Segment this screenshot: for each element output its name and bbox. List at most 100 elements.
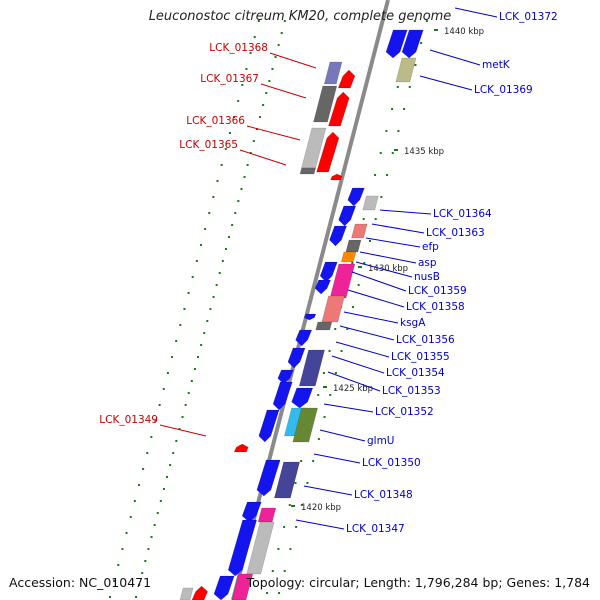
gene-feature bbox=[258, 409, 280, 443]
tick-mark bbox=[420, 42, 423, 44]
gene-label-left: LCK_01366 bbox=[186, 115, 245, 127]
ruler-tick bbox=[291, 505, 295, 507]
gene-feature bbox=[277, 369, 294, 385]
gene-label-right: ksgA bbox=[400, 317, 426, 329]
tick-mark bbox=[300, 460, 303, 462]
tick-mark bbox=[283, 570, 286, 572]
tick-mark bbox=[203, 332, 206, 334]
tick-mark bbox=[271, 570, 274, 572]
gene-feature bbox=[351, 223, 368, 239]
tick-mark bbox=[380, 196, 383, 198]
tick-mark bbox=[178, 428, 181, 430]
gene-labels: LCK_01372 metK LCK_01369 LCK_01364 LCK_01363… bbox=[99, 7, 558, 535]
tick-mark bbox=[129, 516, 132, 518]
tick-mark bbox=[154, 420, 157, 422]
map-title: Leuconostoc citreum KM20, complete genom… bbox=[148, 9, 452, 24]
gene-label-right: LCK_01372 bbox=[499, 11, 558, 23]
gene-feature bbox=[321, 295, 345, 323]
genome-summary-text: Topology: circular; Length: 1,796,284 bp… bbox=[246, 575, 590, 590]
tick-mark bbox=[187, 292, 190, 294]
gene-feature bbox=[213, 575, 235, 600]
tick-mark bbox=[374, 174, 377, 176]
gene-feature bbox=[328, 91, 350, 127]
tick-mark bbox=[209, 308, 212, 310]
gene-label-right: LCK_01363 bbox=[426, 227, 485, 239]
tick-mark bbox=[294, 482, 297, 484]
gene-label-right: LCK_01350 bbox=[362, 457, 421, 469]
label-leader-line bbox=[327, 371, 381, 392]
label-leader-line bbox=[319, 429, 366, 442]
tick-mark bbox=[369, 240, 371, 242]
tick-mark bbox=[138, 584, 141, 586]
label-leader-line bbox=[454, 7, 498, 18]
gene-label-left: LCK_01367 bbox=[200, 73, 259, 85]
label-leader-line bbox=[269, 52, 317, 69]
gene-label-right: efp bbox=[422, 241, 439, 253]
gene-label-right: LCK_01354 bbox=[386, 367, 445, 379]
gene-feature bbox=[338, 205, 357, 227]
tick-mark bbox=[295, 526, 298, 528]
tick-mark bbox=[171, 356, 174, 358]
tick-mark bbox=[216, 180, 219, 182]
gene-feature bbox=[274, 461, 300, 499]
gene-label-right: LCK_01353 bbox=[382, 385, 441, 397]
tick-mark bbox=[133, 500, 136, 502]
label-leader-line bbox=[419, 75, 473, 91]
gene-feature bbox=[298, 349, 325, 387]
gene-feature bbox=[191, 585, 208, 600]
tick-mark bbox=[172, 452, 175, 454]
tick-mark bbox=[121, 548, 124, 550]
tick-mark bbox=[233, 116, 236, 118]
tick-mark bbox=[283, 20, 286, 22]
tick-mark bbox=[175, 340, 178, 342]
label-leader-line bbox=[355, 261, 413, 278]
label-leader-line bbox=[260, 83, 307, 99]
tick-mark bbox=[363, 262, 366, 264]
tick-mark bbox=[362, 218, 365, 220]
label-leader-line bbox=[339, 325, 395, 341]
tick-mark bbox=[187, 392, 190, 394]
tick-mark bbox=[142, 468, 145, 470]
tick-mark bbox=[323, 416, 326, 418]
tick-mark bbox=[195, 260, 198, 262]
ruler-label: 1440 kbp bbox=[444, 27, 484, 37]
tick-mark bbox=[150, 436, 153, 438]
tick-mark bbox=[391, 108, 394, 110]
tick-mark bbox=[181, 416, 184, 418]
tick-mark bbox=[346, 328, 349, 330]
tick-mark bbox=[277, 44, 280, 46]
tick-mark bbox=[169, 464, 172, 466]
tick-mark bbox=[277, 548, 280, 550]
gene-label-right: glmU bbox=[367, 435, 395, 447]
gene-label-right: metK bbox=[482, 59, 511, 71]
tick-mark bbox=[162, 488, 165, 490]
gene-label-left: LCK_01368 bbox=[209, 42, 268, 54]
tick-mark bbox=[206, 320, 209, 322]
tick-mark bbox=[386, 174, 389, 176]
label-leader-line bbox=[323, 403, 374, 413]
tick-mark bbox=[262, 104, 265, 106]
tick-mark bbox=[249, 52, 252, 54]
tick-mark bbox=[334, 328, 337, 330]
tick-mark bbox=[208, 212, 211, 214]
tick-mark bbox=[179, 324, 182, 326]
gene-label-left: LCK_01349 bbox=[99, 414, 158, 426]
tick-mark bbox=[357, 284, 360, 286]
tick-mark bbox=[113, 580, 116, 582]
tick-mark bbox=[268, 80, 271, 82]
label-leader-line bbox=[303, 485, 353, 496]
tick-marks bbox=[109, 20, 428, 598]
tick-mark bbox=[237, 100, 240, 102]
tick-mark bbox=[153, 524, 156, 526]
gene-feature bbox=[304, 313, 317, 321]
ruler-tick bbox=[434, 29, 438, 31]
tick-mark bbox=[135, 596, 138, 598]
tick-mark bbox=[306, 482, 309, 484]
tick-mark bbox=[246, 164, 249, 166]
tick-mark bbox=[403, 108, 406, 110]
tick-mark bbox=[259, 116, 262, 118]
tick-mark bbox=[266, 592, 269, 594]
label-leader-line bbox=[365, 237, 421, 248]
genome-backbone bbox=[231, 0, 390, 600]
